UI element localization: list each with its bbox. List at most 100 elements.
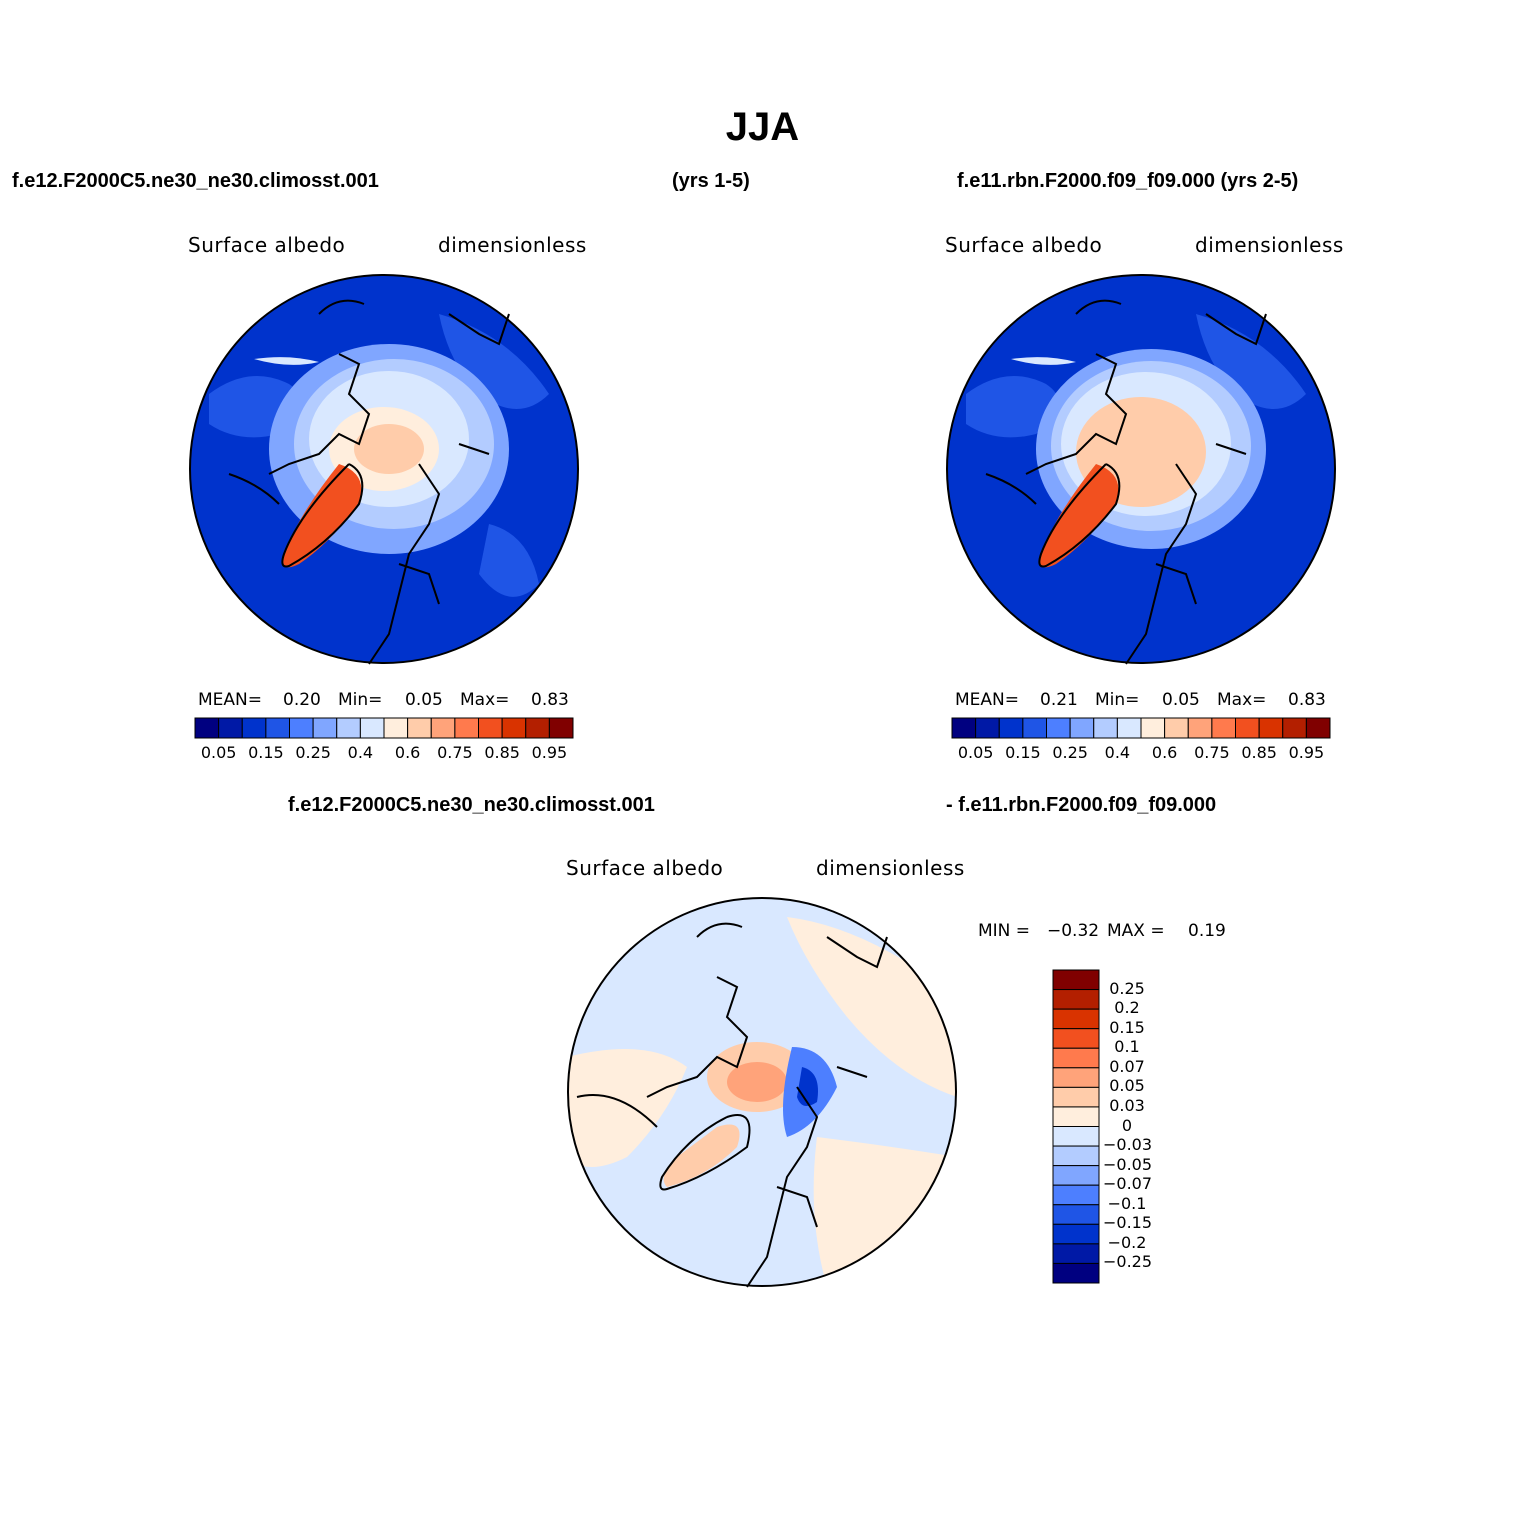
panel3-min: −0.32 <box>1047 921 1100 941</box>
colorbar-swatch <box>1258 717 1284 739</box>
colorbar-swatch <box>430 717 456 739</box>
colorbar-swatch <box>478 717 503 739</box>
colorbar-swatch <box>1052 1126 1100 1147</box>
colorbar-swatch <box>1140 717 1166 739</box>
colorbar-swatch <box>1052 1262 1100 1284</box>
panel2-units: dimensionless <box>1195 233 1344 257</box>
panel2-mean-label: MEAN= <box>955 690 1019 710</box>
colorbar-swatch <box>336 717 361 739</box>
panel2-max: 0.83 <box>1288 690 1326 710</box>
colorbar-tick-label: 0.2 <box>1114 998 1140 1018</box>
panel1-min-label: Min= <box>338 690 383 710</box>
case2-name: f.e11.rbn.F2000.f09_f09.000 (yrs 2-5) <box>957 170 1299 192</box>
panel3-max-label: MAX = <box>1107 921 1165 941</box>
colorbar-swatch <box>1052 1047 1100 1069</box>
colorbar-swatch <box>1052 1165 1100 1186</box>
diff-case-left: f.e12.F2000C5.ne30_ne30.climosst.001 <box>288 794 655 816</box>
panel1-units: dimensionless <box>438 233 587 257</box>
colorbar-swatch <box>1116 717 1142 739</box>
coastline <box>576 922 888 1288</box>
colorbar-swatch <box>1235 717 1260 739</box>
colorbar-tick-label: 0.05 <box>957 743 994 762</box>
colorbar-tick-label: 0.6 <box>1151 743 1178 762</box>
panel1-mean-label: MEAN= <box>198 690 262 710</box>
colorbar-swatch <box>1052 1106 1100 1127</box>
colorbar-tick-label: −0.07 <box>1103 1174 1153 1194</box>
panel3-units: dimensionless <box>816 856 965 880</box>
panel2-variable: Surface albedo <box>945 233 1103 257</box>
panel3-min-label: MIN = <box>978 921 1031 941</box>
colorbar-tick-label: 0 <box>1121 1115 1133 1135</box>
map-panel3-difference <box>567 897 957 1288</box>
colorbar-swatch <box>359 717 385 739</box>
colorbar-tick-label: −0.2 <box>1107 1232 1147 1252</box>
panel2-max-label: Max= <box>1217 690 1267 710</box>
colorbar-swatch <box>1164 717 1189 739</box>
colorbar-tick-label: 0.85 <box>484 743 520 762</box>
panel2-min-label: Min= <box>1095 690 1140 710</box>
panel2-min: 0.05 <box>1162 690 1200 710</box>
colorbar-swatch <box>1282 717 1307 739</box>
colorbar-tick-label: −0.03 <box>1103 1135 1153 1155</box>
colorbar-tick-label: 0.03 <box>1109 1095 1145 1115</box>
colorbar-tick-label: 0.75 <box>1194 743 1230 762</box>
colorbar-difference <box>1052 969 1100 1284</box>
colorbar-swatch <box>1093 717 1118 739</box>
colorbar-tick-label: 0.05 <box>200 743 237 762</box>
figure-title: JJA <box>725 105 800 149</box>
colorbar-swatch <box>1305 717 1331 739</box>
coastline <box>985 299 1267 665</box>
colorbar-tick-label: −0.25 <box>1103 1252 1153 1272</box>
colorbar-panel2 <box>951 717 1331 739</box>
colorbar-swatch <box>1052 1184 1100 1206</box>
colorbar-swatch <box>1052 1145 1100 1167</box>
map-panel2 <box>946 274 1336 665</box>
colorbar-swatch <box>383 717 409 739</box>
panel2-mean: 0.21 <box>1040 690 1078 710</box>
diff-case-right: - f.e11.rbn.F2000.f09_f09.000 <box>946 794 1217 816</box>
colorbar-swatch <box>289 717 314 739</box>
colorbar-swatch <box>312 717 338 739</box>
colorbar-tick-label: 0.6 <box>394 743 421 762</box>
colorbar-swatch <box>194 717 220 739</box>
colorbar-swatch <box>525 717 550 739</box>
panel1-max-label: Max= <box>460 690 510 710</box>
coastline <box>228 299 510 665</box>
colorbar-swatch <box>975 717 1000 739</box>
colorbar-swatch <box>548 717 574 739</box>
panel1-mean: 0.20 <box>283 690 321 710</box>
colorbar-tick-label: −0.05 <box>1103 1154 1153 1174</box>
colorbar-tick-label: 0.25 <box>1052 743 1088 762</box>
colorbar-tick-label: 0.1 <box>1114 1037 1140 1057</box>
colorbar-tick-label: 0.75 <box>437 743 473 762</box>
colorbar-tick-label: 0.95 <box>1288 743 1325 762</box>
colorbar-swatch <box>241 717 267 739</box>
colorbar-swatch <box>407 717 432 739</box>
colorbar-swatch <box>1052 1223 1100 1245</box>
colorbar-tick-label: 0.15 <box>1109 1017 1145 1037</box>
map-panel1 <box>189 274 579 665</box>
colorbar-swatch <box>1069 717 1095 739</box>
panel1-min: 0.05 <box>405 690 443 710</box>
case1-years: (yrs 1-5) <box>672 170 750 192</box>
colorbar-tick-label: −0.1 <box>1107 1193 1147 1213</box>
colorbar-swatch <box>1052 1204 1100 1225</box>
colorbar-swatch <box>501 717 527 739</box>
colorbar-swatch <box>1046 717 1071 739</box>
colorbar-swatch <box>1052 969 1100 991</box>
colorbar-tick-label: 0.95 <box>531 743 568 762</box>
colorbar-tick-label: 0.07 <box>1109 1056 1145 1076</box>
colorbar-swatch <box>1211 717 1236 739</box>
case1-name: f.e12.F2000C5.ne30_ne30.climosst.001 <box>12 170 379 192</box>
colorbar-tick-label: 0.25 <box>1109 978 1145 998</box>
colorbar-tick-label: 0.85 <box>1241 743 1277 762</box>
colorbar-swatch <box>1052 1008 1100 1030</box>
colorbar-tick-label: −0.15 <box>1103 1213 1153 1233</box>
colorbar-tick-label: 0.4 <box>1104 743 1131 762</box>
panel1-max: 0.83 <box>531 690 569 710</box>
colorbar-swatch <box>218 717 243 739</box>
panel3-max: 0.19 <box>1188 921 1226 941</box>
colorbar-swatch <box>1052 1067 1100 1088</box>
colorbar-swatch <box>1052 989 1100 1010</box>
colorbar-swatch <box>1052 1243 1100 1264</box>
